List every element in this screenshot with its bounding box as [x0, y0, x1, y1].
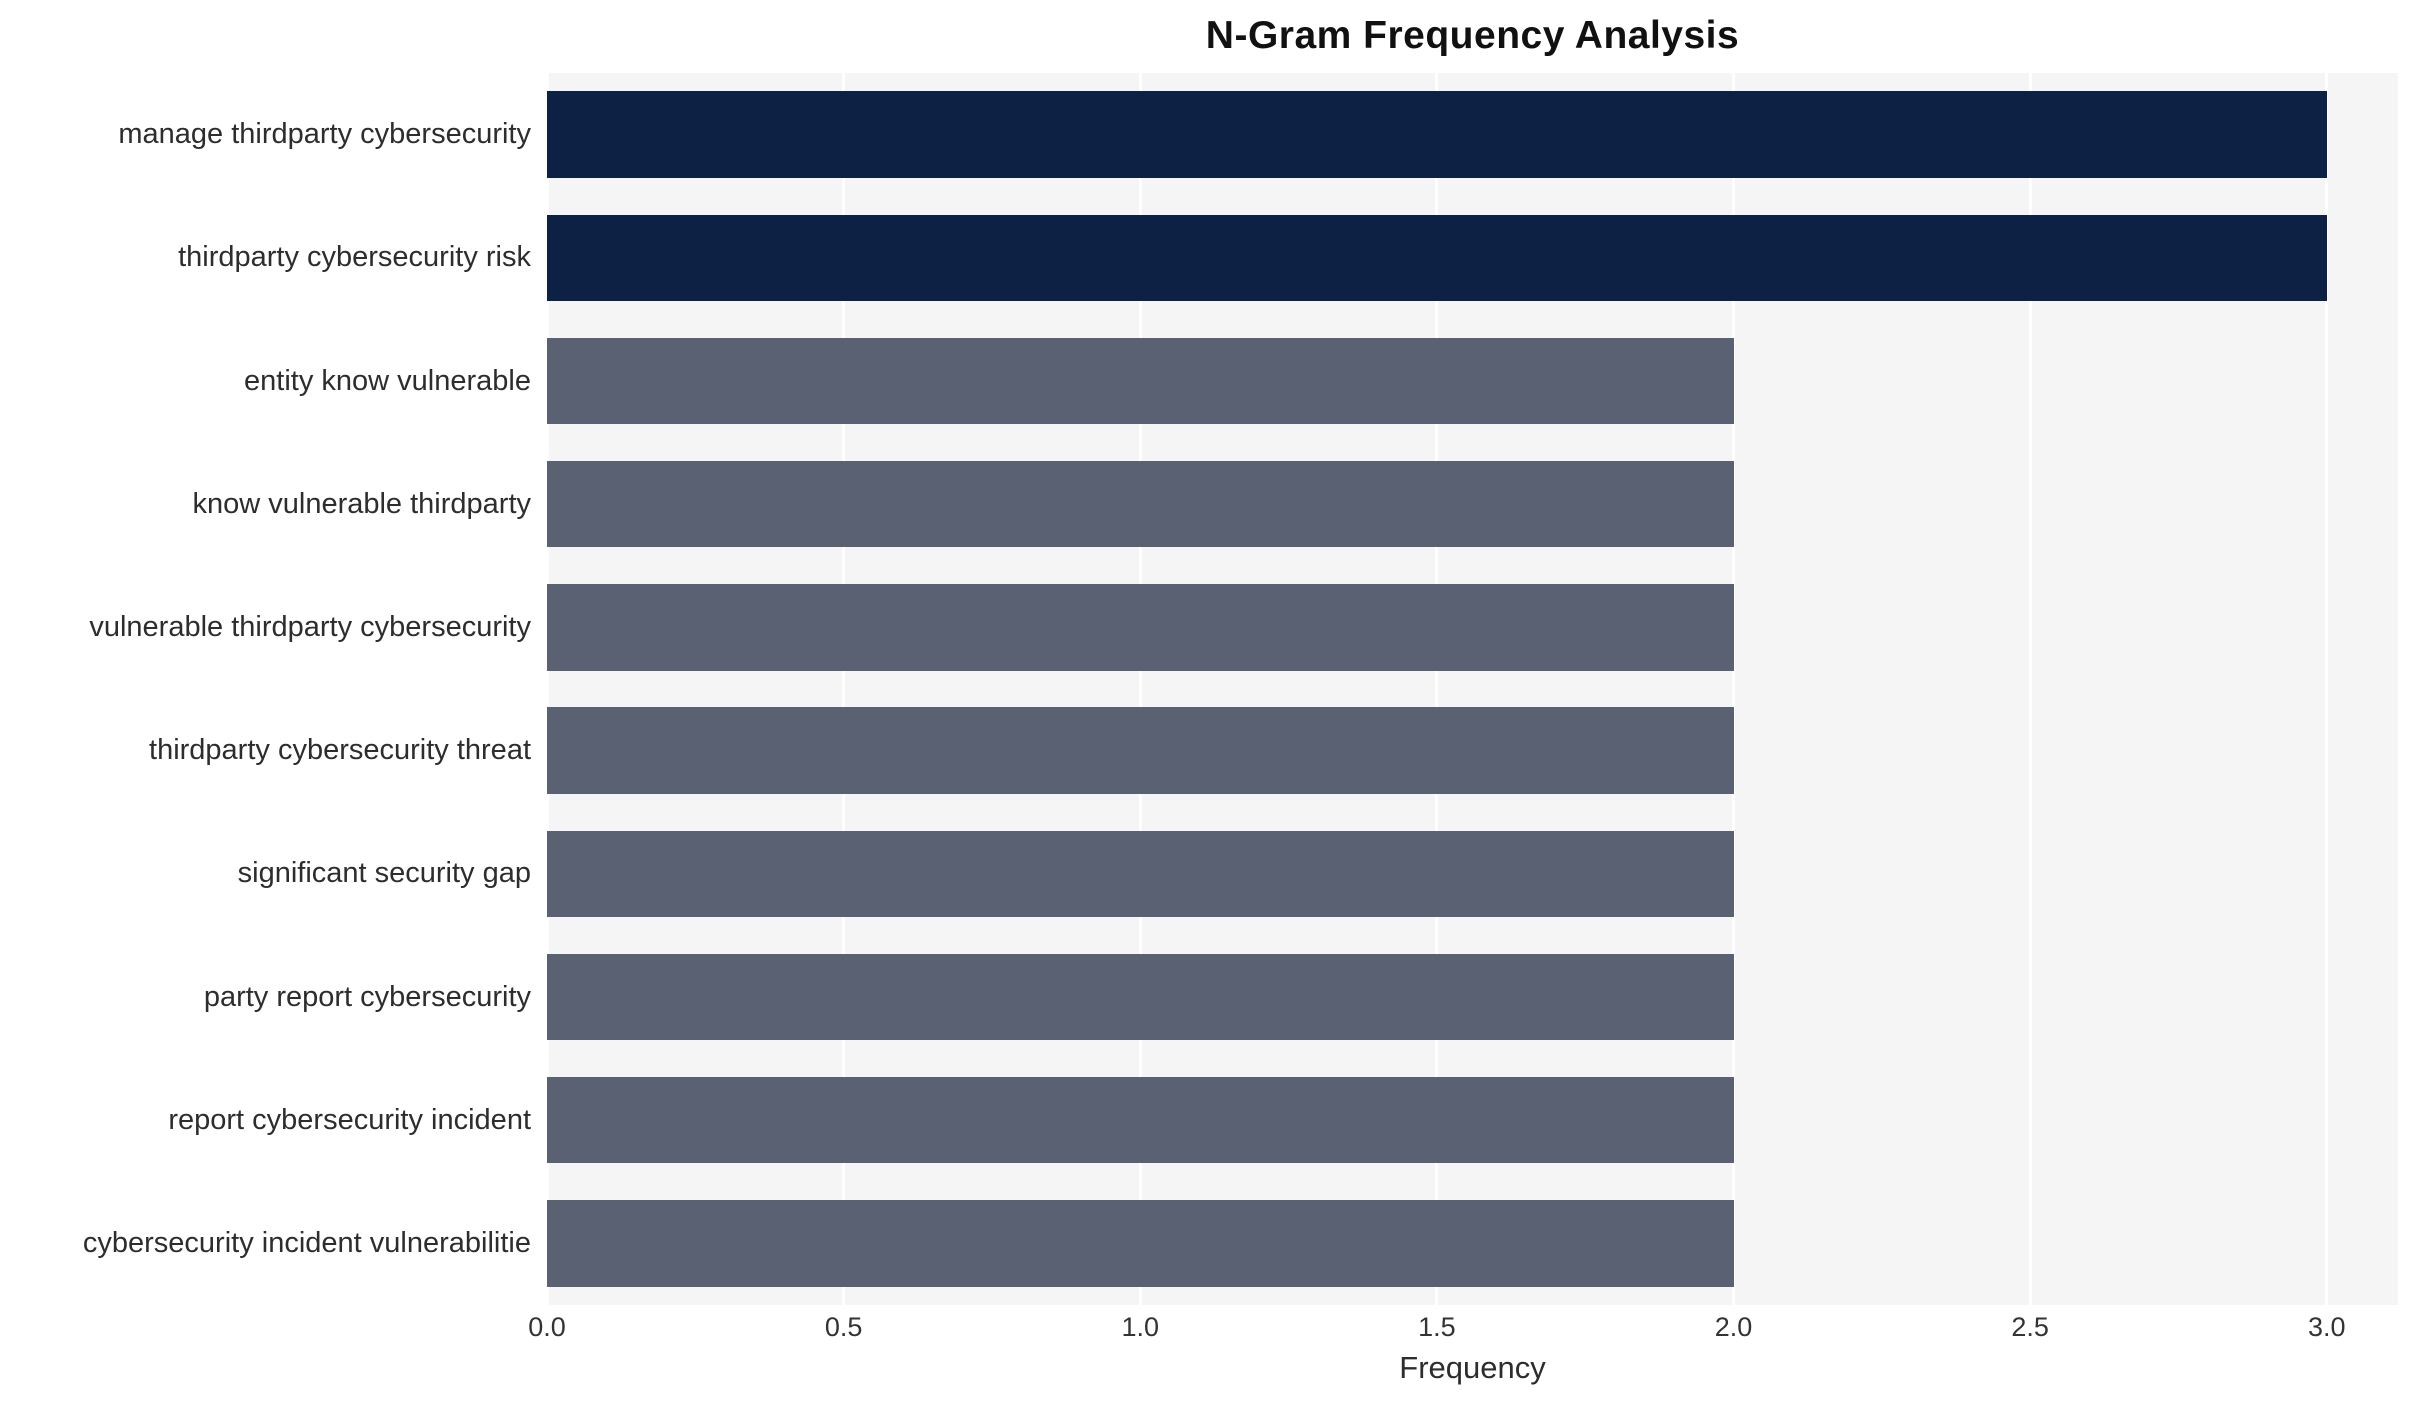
category-label: vulnerable thirdparty cybersecurity: [89, 610, 531, 643]
frequency-bar: [547, 707, 1734, 794]
frequency-bar: [547, 1200, 1734, 1287]
category-label: thirdparty cybersecurity threat: [149, 734, 531, 767]
chart-title: N-Gram Frequency Analysis: [1205, 14, 1740, 57]
gridline: [1732, 73, 1736, 1305]
category-label: significant security gap: [237, 857, 531, 890]
bar-row: know vulnerable thirdparty: [192, 443, 2398, 566]
gridline: [1138, 73, 1142, 1305]
x-axis-label: Frequency: [1399, 1350, 1546, 1385]
category-label: cybersecurity incident vulnerabilitie: [82, 1226, 531, 1259]
frequency-bar: [547, 91, 2327, 178]
x-tick-label: 0.0: [528, 1312, 566, 1342]
gridline: [2028, 73, 2032, 1305]
x-tick-label: 3.0: [2308, 1312, 2346, 1342]
bar-row: thirdparty cybersecurity threat: [149, 689, 2398, 812]
bar-row: significant security gap: [238, 812, 2398, 935]
frequency-bar: [547, 461, 1734, 548]
frequency-bar: [547, 337, 1734, 425]
gridline: [842, 73, 846, 1305]
category-label: know vulnerable thirdparty: [192, 487, 531, 520]
category-label: entity know vulnerable: [244, 364, 531, 397]
frequency-bar: [547, 830, 1734, 917]
bar-row: cybersecurity incident vulnerabilitie: [83, 1182, 2398, 1305]
frequency-bar: [547, 953, 1734, 1041]
bar-row: vulnerable thirdparty cybersecurity: [89, 566, 2398, 689]
x-tick-label: 2.0: [1714, 1312, 1753, 1342]
category-label: report cybersecurity incident: [168, 1103, 531, 1136]
category-label: party report cybersecurity: [203, 980, 531, 1013]
gridline: [2325, 73, 2329, 1305]
x-tick-label: 2.5: [2011, 1312, 2049, 1342]
gridline: [545, 73, 549, 1305]
x-axis-ticks: 0.0 0.5 1.0 1.5 2.0 2.5 3.0: [0, 1312, 2424, 1352]
frequency-bar: [547, 214, 2327, 301]
frequency-bar: [547, 584, 1734, 671]
frequency-bar: [547, 1077, 1734, 1164]
x-tick-label: 1.0: [1121, 1312, 1160, 1342]
category-label: thirdparty cybersecurity risk: [178, 241, 531, 274]
plot-area: manage thirdparty cybersecurity thirdpart…: [83, 73, 2398, 1305]
bar-row: report cybersecurity incident: [168, 1059, 2398, 1182]
category-label: manage thirdparty cybersecurity: [118, 118, 531, 151]
bar-row: entity know vulnerable: [244, 319, 2398, 442]
gridline: [1435, 73, 1439, 1305]
bar-row: party report cybersecurity: [204, 935, 2398, 1058]
bar-rows: manage thirdparty cybersecurity thirdpart…: [83, 73, 2398, 1305]
bar-row: manage thirdparty cybersecurity: [118, 73, 2398, 196]
x-tick-label: 0.5: [824, 1312, 863, 1342]
x-tick-label: 1.5: [1418, 1312, 1456, 1342]
bar-row: thirdparty cybersecurity risk: [178, 196, 2398, 319]
